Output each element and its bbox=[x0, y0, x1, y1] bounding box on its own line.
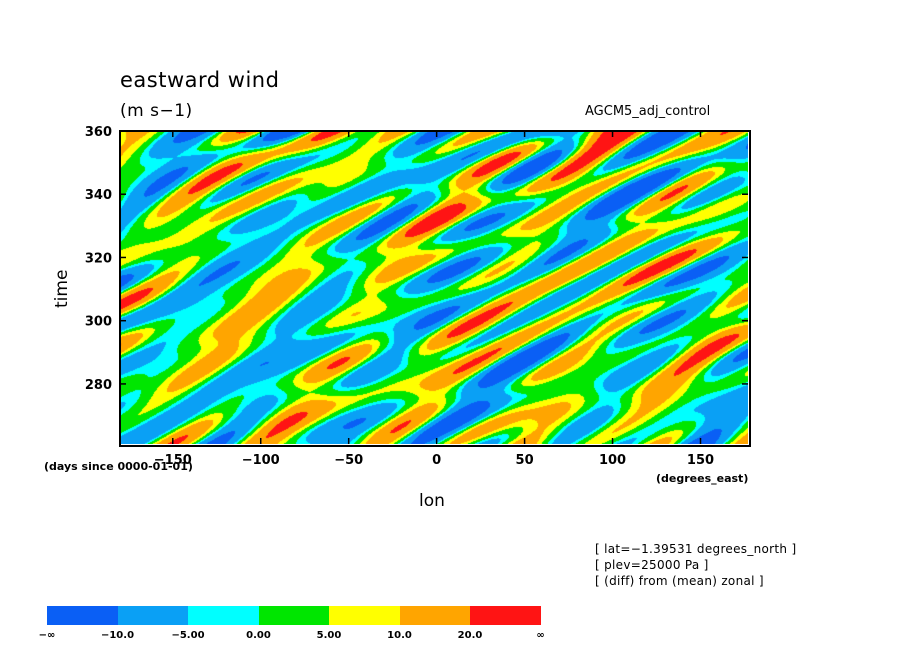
colorbar-swatch bbox=[258, 606, 330, 625]
y-axis-units: (days since 0000-01-01) bbox=[44, 460, 193, 473]
colorbar-label: −5.00 bbox=[171, 630, 205, 641]
attribute-plev: [ plev=25000 Pa ] bbox=[595, 558, 709, 572]
colorbar-label: 5.00 bbox=[316, 630, 342, 641]
colorbar-swatch bbox=[470, 606, 541, 625]
colorbar-label: 20.0 bbox=[457, 630, 483, 641]
chart-units: (m s−1) bbox=[120, 101, 193, 121]
colorbar-swatch bbox=[399, 606, 471, 625]
colorbar-label: ∞ bbox=[536, 630, 545, 641]
y-tick-label: 280 bbox=[85, 378, 112, 393]
y-tick-label: 300 bbox=[85, 315, 112, 330]
y-tick-label: 320 bbox=[85, 251, 112, 266]
experiment-label: AGCM5_adj_control bbox=[585, 104, 711, 119]
heatmap-field bbox=[120, 131, 748, 444]
colorbar-label: 0.00 bbox=[246, 630, 271, 641]
x-tick-label: 50 bbox=[516, 453, 534, 468]
attribute-lat: [ lat=−1.39531 degrees_north ] bbox=[595, 542, 797, 556]
colorbar-label: 10.0 bbox=[387, 630, 412, 641]
x-tick-label: −50 bbox=[334, 453, 363, 468]
colorbar-label: −∞ bbox=[38, 630, 56, 641]
x-tick-label: −150 bbox=[154, 453, 192, 468]
chart-title: eastward wind bbox=[120, 68, 280, 92]
x-axis-label: lon bbox=[419, 491, 445, 511]
colorbar-swatch bbox=[47, 606, 118, 625]
x-tick-label: 100 bbox=[599, 453, 626, 468]
colorbar-swatch bbox=[329, 606, 400, 625]
x-axis-units: (degrees_east) bbox=[656, 472, 749, 485]
x-tick-label: 150 bbox=[687, 453, 714, 468]
colorbar-swatch bbox=[188, 606, 259, 625]
y-axis-label: time bbox=[52, 269, 72, 308]
x-tick-label: 0 bbox=[432, 453, 441, 468]
y-tick-label: 360 bbox=[85, 125, 112, 140]
y-tick-label: 340 bbox=[85, 188, 112, 203]
colorbar-swatch bbox=[117, 606, 189, 625]
attribute-diff: [ (diff) from (mean) zonal ] bbox=[595, 574, 764, 588]
x-tick-label: −100 bbox=[242, 453, 280, 468]
colorbar-label: −10.0 bbox=[100, 630, 135, 641]
